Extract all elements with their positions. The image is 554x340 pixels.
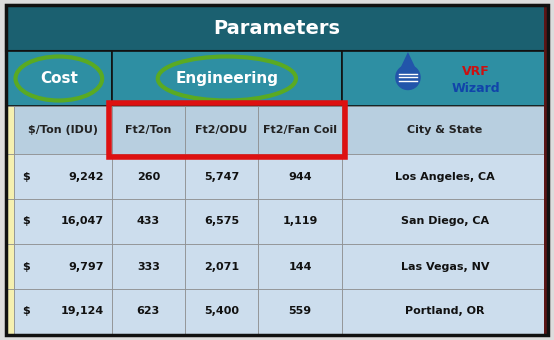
Bar xyxy=(185,199,258,244)
Text: 5,400: 5,400 xyxy=(204,306,239,317)
Bar xyxy=(6,154,14,199)
Ellipse shape xyxy=(16,56,102,101)
Text: San Diego, CA: San Diego, CA xyxy=(401,217,489,226)
Ellipse shape xyxy=(158,56,296,101)
Text: 260: 260 xyxy=(137,171,160,182)
Text: 19,124: 19,124 xyxy=(60,306,104,317)
Text: 559: 559 xyxy=(289,306,311,317)
Bar xyxy=(258,106,342,154)
Text: City & State: City & State xyxy=(407,125,483,135)
Bar xyxy=(544,5,548,335)
Text: Cost: Cost xyxy=(40,71,78,86)
Bar xyxy=(6,199,14,244)
Text: 433: 433 xyxy=(137,217,160,226)
Bar xyxy=(112,106,185,154)
Text: Ft2/ODU: Ft2/ODU xyxy=(196,125,248,135)
Bar xyxy=(112,51,342,106)
Bar xyxy=(6,244,14,289)
Bar xyxy=(185,289,258,334)
Text: 2,071: 2,071 xyxy=(204,261,239,272)
Bar xyxy=(6,289,14,334)
Bar xyxy=(14,199,112,244)
Text: 333: 333 xyxy=(137,261,160,272)
Text: Ft2/Ton: Ft2/Ton xyxy=(125,125,171,135)
Bar xyxy=(14,106,112,154)
Bar xyxy=(258,154,342,199)
Bar xyxy=(258,199,342,244)
Bar xyxy=(185,106,258,154)
Bar xyxy=(112,199,185,244)
Bar xyxy=(109,103,345,157)
Bar xyxy=(112,154,185,199)
Text: 16,047: 16,047 xyxy=(60,217,104,226)
Text: Wizard: Wizard xyxy=(452,82,500,95)
Bar xyxy=(342,154,548,199)
Circle shape xyxy=(396,65,420,89)
Text: $/Ton (IDU): $/Ton (IDU) xyxy=(28,125,98,135)
Bar xyxy=(6,5,548,51)
Text: $: $ xyxy=(22,261,30,272)
Polygon shape xyxy=(398,52,418,74)
Bar xyxy=(112,244,185,289)
Text: 5,747: 5,747 xyxy=(204,171,239,182)
Text: $: $ xyxy=(22,171,30,182)
Bar xyxy=(342,289,548,334)
Bar xyxy=(14,244,112,289)
Text: 944: 944 xyxy=(288,171,312,182)
Bar xyxy=(6,106,14,154)
Text: Los Angeles, CA: Los Angeles, CA xyxy=(395,171,495,182)
Text: 1,119: 1,119 xyxy=(283,217,318,226)
Bar xyxy=(185,154,258,199)
Text: Parameters: Parameters xyxy=(213,18,341,37)
Bar xyxy=(14,154,112,199)
Text: $: $ xyxy=(22,217,30,226)
Text: Las Vegas, NV: Las Vegas, NV xyxy=(401,261,489,272)
Text: Portland, OR: Portland, OR xyxy=(406,306,485,317)
Bar xyxy=(342,199,548,244)
Bar xyxy=(342,244,548,289)
Text: 144: 144 xyxy=(288,261,312,272)
Bar xyxy=(14,289,112,334)
Text: Ft2/Fan Coil: Ft2/Fan Coil xyxy=(263,125,337,135)
Text: 6,575: 6,575 xyxy=(204,217,239,226)
Text: 9,242: 9,242 xyxy=(68,171,104,182)
Bar xyxy=(185,244,258,289)
Bar xyxy=(6,334,548,335)
Text: Engineering: Engineering xyxy=(176,71,278,86)
Bar xyxy=(6,51,112,106)
Text: $: $ xyxy=(22,306,30,317)
Text: 9,797: 9,797 xyxy=(68,261,104,272)
Text: VRF: VRF xyxy=(462,65,490,79)
Bar xyxy=(258,289,342,334)
Bar xyxy=(342,106,548,154)
Text: 623: 623 xyxy=(137,306,160,317)
Bar xyxy=(342,51,548,106)
Bar xyxy=(258,244,342,289)
Bar xyxy=(112,289,185,334)
